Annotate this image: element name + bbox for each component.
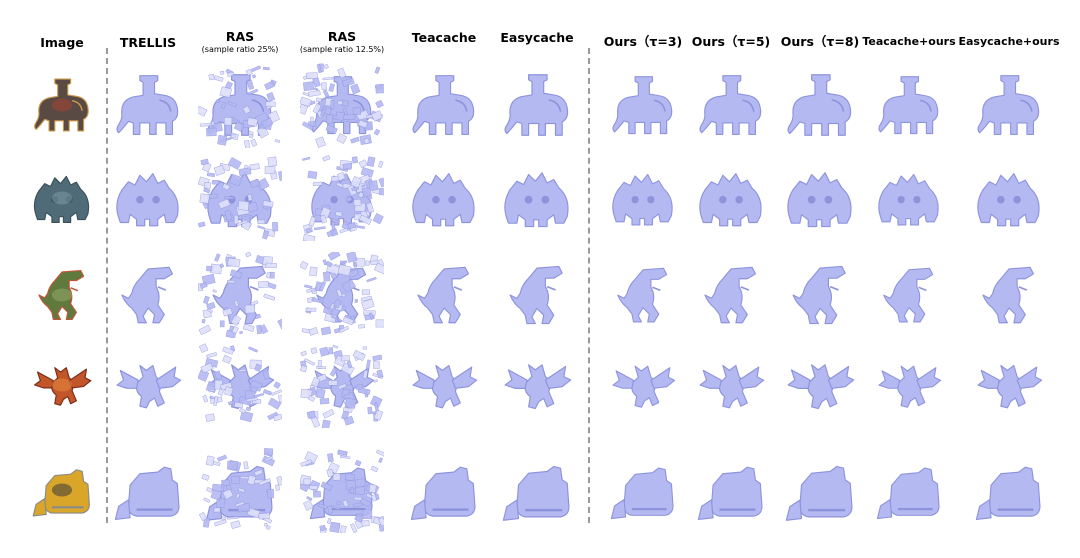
column-header-ours5: Ours（τ=5)	[671, 35, 791, 49]
mesh-render-elephant-ours3	[601, 62, 685, 148]
mesh-render-dragon-trellis	[106, 342, 190, 428]
mesh-render-elephant-easycache_ours	[967, 62, 1051, 148]
mesh-render-dinosaur-easycache	[495, 252, 579, 338]
mesh-render-dragon-ras25	[198, 342, 282, 428]
mesh-render-elephant-teacache_ours	[867, 62, 951, 148]
mesh-render-golem-ours3	[601, 155, 685, 241]
mesh-render-bulldozer-teacache	[402, 447, 486, 533]
mesh-render-golem-teacache_ours	[867, 155, 951, 241]
column-title: TRELLIS	[119, 35, 177, 50]
column-title: Ours（τ=5)	[691, 34, 771, 49]
mesh-render-golem-easycache_ours	[967, 155, 1051, 241]
mesh-render-dinosaur-easycache_ours	[967, 252, 1051, 338]
mesh-render-elephant-ours8	[778, 62, 862, 148]
mesh-render-golem-ras125	[300, 155, 384, 241]
mesh-render-dragon-teacache	[402, 342, 486, 428]
column-header-teacache_ours: Teacache+ours	[849, 35, 969, 49]
column-header-ours3: Ours（τ=3)	[583, 35, 703, 49]
mesh-render-dinosaur-trellis	[106, 252, 190, 338]
column-title: RAS	[225, 29, 255, 44]
column-header-ras25: RAS (sample ratio 25%)	[180, 29, 300, 55]
column-title: Easycache+ours	[958, 35, 1060, 48]
input-image-dragon-image	[26, 348, 98, 422]
mesh-render-bulldozer-trellis	[106, 447, 190, 533]
column-subtitle: (sample ratio 25%)	[201, 45, 279, 54]
mesh-render-dragon-ours5	[689, 342, 773, 428]
mesh-render-dinosaur-teacache_ours	[867, 252, 951, 338]
mesh-render-dragon-ours8	[778, 342, 862, 428]
column-header-ras125: RAS (sample ratio 12.5%)	[282, 29, 402, 55]
column-title: RAS	[327, 29, 357, 44]
column-title: Easycache	[500, 30, 574, 45]
mesh-render-dragon-teacache_ours	[867, 342, 951, 428]
input-image-golem-image	[26, 161, 98, 235]
mesh-render-golem-ours5	[689, 155, 773, 241]
mesh-render-elephant-trellis	[106, 62, 190, 148]
column-header-ours8: Ours（τ=8)	[760, 35, 880, 49]
column-header-teacache: Teacache	[384, 31, 504, 45]
mesh-render-dragon-ras125	[300, 342, 384, 428]
input-image-bulldozer-image	[26, 453, 98, 527]
mesh-render-bulldozer-easycache_ours	[967, 447, 1051, 533]
column-header-image: Image	[2, 36, 122, 50]
column-title: Ours（τ=3)	[603, 34, 683, 49]
mesh-render-dinosaur-ours3	[601, 252, 685, 338]
mesh-render-elephant-ours5	[689, 62, 773, 148]
mesh-render-golem-teacache	[402, 155, 486, 241]
mesh-render-dragon-easycache	[495, 342, 579, 428]
mesh-render-bulldozer-teacache_ours	[867, 447, 951, 533]
input-image-elephant-image	[26, 68, 98, 142]
column-subtitle: (sample ratio 12.5%)	[299, 45, 385, 54]
mesh-render-elephant-easycache	[495, 62, 579, 148]
column-header-easycache: Easycache	[477, 31, 597, 45]
mesh-render-bulldozer-ours8	[778, 447, 862, 533]
column-title: Image	[40, 35, 84, 50]
mesh-render-bulldozer-ras25	[198, 447, 282, 533]
mesh-render-bulldozer-ours5	[689, 447, 773, 533]
mesh-render-golem-easycache	[495, 155, 579, 241]
mesh-render-dinosaur-ours5	[689, 252, 773, 338]
mesh-render-dragon-ours3	[601, 342, 685, 428]
input-image-dinosaur-image	[26, 258, 98, 332]
mesh-render-dinosaur-ras125	[300, 252, 384, 338]
mesh-render-golem-trellis	[106, 155, 190, 241]
column-header-easycache_ours: Easycache+ours	[949, 35, 1069, 49]
mesh-render-golem-ours8	[778, 155, 862, 241]
mesh-render-dinosaur-teacache	[402, 252, 486, 338]
divider-right	[588, 48, 590, 523]
column-title: Teacache+ours	[862, 35, 956, 48]
mesh-render-dinosaur-ras25	[198, 252, 282, 338]
mesh-render-golem-ras25	[198, 155, 282, 241]
mesh-render-bulldozer-easycache	[495, 447, 579, 533]
mesh-render-bulldozer-ras125	[300, 447, 384, 533]
mesh-render-elephant-ras125	[300, 62, 384, 148]
column-header-trellis: TRELLIS	[88, 36, 208, 50]
mesh-render-elephant-teacache	[402, 62, 486, 148]
column-title: Teacache	[411, 30, 477, 45]
mesh-render-elephant-ras25	[198, 62, 282, 148]
mesh-render-dragon-easycache_ours	[967, 342, 1051, 428]
mesh-render-dinosaur-ours8	[778, 252, 862, 338]
divider-left	[106, 48, 108, 523]
mesh-render-bulldozer-ours3	[601, 447, 685, 533]
column-title: Ours（τ=8)	[780, 34, 860, 49]
